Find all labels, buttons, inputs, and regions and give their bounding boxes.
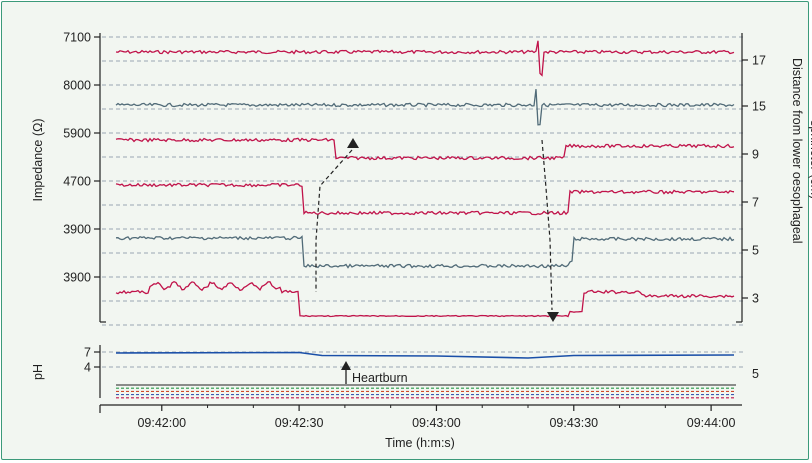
- onset-dashed-line: [315, 149, 353, 292]
- heartburn-label: Heartburn: [352, 371, 408, 385]
- x-tick-label-2: 09:43:00: [412, 416, 461, 430]
- ph-axis-label: pH: [31, 364, 45, 380]
- ph-tick-label-1: 4: [84, 361, 91, 375]
- onset-arrow: [347, 138, 359, 148]
- y-tick-label-3: 4700: [63, 175, 91, 189]
- y2-tick-label-1: 15: [752, 100, 766, 114]
- heartburn-arrow-head: [341, 361, 351, 370]
- axes: 7100 8000 5900 4700 3900 3900 17 15 9 7 5 3 09:42:00…: [63, 31, 766, 431]
- ph-tick-label-0: 7: [84, 346, 91, 360]
- x-tick-label-3: 09:43:30: [549, 416, 598, 430]
- ph-panel: 74 5: [84, 345, 759, 399]
- y-tick-label-0: 7100: [63, 31, 91, 45]
- right-axis-label-line2: sphincter (cm): [808, 120, 812, 199]
- y-tick-label-2: 5900: [63, 127, 91, 141]
- y2-tick-label-4: 5: [752, 244, 759, 258]
- y-tick-label-4: 3900: [63, 223, 91, 237]
- right-axis-label-line1: Distance from lower oesophageal: [790, 58, 804, 244]
- right-axis-label: Distance from lower oesophageal sphincte…: [790, 58, 812, 247]
- ph-trace: [115, 351, 735, 359]
- trace-17cm: [115, 40, 735, 77]
- x-axis-label: Time (h:m:s): [385, 436, 455, 450]
- trace-5cm: [115, 235, 735, 269]
- x-tick-label-4: 09:44:00: [687, 416, 736, 430]
- y-axis-label: Impedance (Ω): [31, 119, 45, 202]
- ph-right-label: 5: [752, 367, 759, 381]
- y2-tick-label-0: 17: [752, 54, 766, 68]
- clearance-dashed-line: [541, 139, 553, 311]
- annotations: [315, 138, 559, 322]
- trace-3cm: [115, 280, 735, 318]
- x-tick-label-0: 09:42:00: [137, 416, 186, 430]
- y-tick-label-5: 3900: [63, 271, 91, 285]
- y2-tick-label-5: 3: [752, 292, 759, 306]
- impedance-traces: [115, 40, 735, 318]
- trace-9cm: [115, 137, 735, 161]
- trace-7cm: [115, 182, 735, 216]
- grid-lines: [102, 36, 744, 326]
- y2-tick-label-3: 7: [752, 196, 759, 210]
- x-tick-label-1: 09:42:30: [275, 416, 324, 430]
- trace-15cm: [115, 89, 735, 126]
- y-tick-label-1: 8000: [63, 79, 91, 93]
- clearance-arrow: [547, 312, 559, 322]
- y2-tick-label-2: 9: [752, 148, 759, 162]
